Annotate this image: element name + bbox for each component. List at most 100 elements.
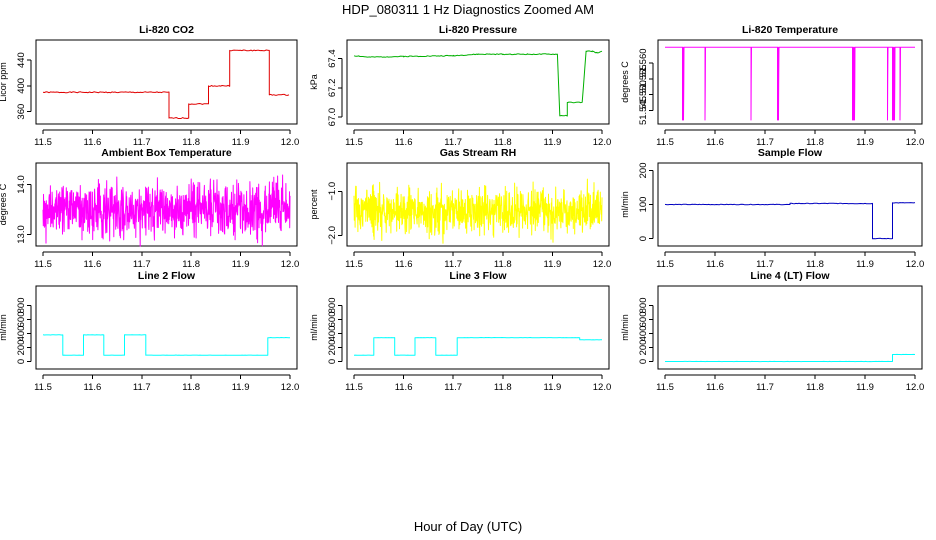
panel-sample-flow-title: Sample Flow [758, 147, 823, 159]
panel-line-4-lt-flow-series-line [665, 353, 916, 363]
panel-gas-stream-rh-y-axis-label: percent [309, 189, 319, 220]
panel-ambient-box-temperature-y-tick-label: 14.0 [16, 175, 27, 194]
panel-ambient-box-temperature-x-tick-label: 11.6 [84, 259, 102, 270]
panel-line-3-flow-x-tick-label: 11.9 [544, 382, 562, 393]
panel-line-3-flow-y-axis-label: ml/min [309, 314, 319, 341]
panel-li-820-temperature-x-tick-label: 11.7 [756, 137, 774, 148]
panel-line-2-flow-plot-box [35, 285, 298, 370]
panel-line-2-flow-series-line [42, 334, 290, 356]
panel-line-2-flow-x-tick-label: 11.6 [84, 382, 102, 393]
panel-ambient-box-temperature-x-tick-label: 11.7 [133, 259, 151, 270]
panel-line-4-lt-flow-y-axis-label: ml/min [620, 314, 630, 341]
panel-li-820-pressure-y-tick-label: 67.0 [327, 108, 338, 127]
panel-li-820-temperature-y-tick-label: 51.550 [638, 80, 649, 109]
panel-li-820-co2: Li-820 CO2 11.5 11.6 11.7 11.8 11.9 12.0 360 400… [0, 24, 299, 148]
panel-li-820-co2-y-tick-label: 440 [16, 52, 27, 68]
panel-li-820-temperature-x-tick-label: 11.6 [706, 137, 724, 148]
panel-li-820-temperature-y-tick-label: 51.560 [638, 48, 649, 77]
panel-line-4-lt-flow-x-tick-label: 11.7 [756, 382, 774, 393]
panel-li-820-pressure-title: Li-820 Pressure [439, 24, 517, 36]
panel-line-4-lt-flow: Line 4 (LT) Flow 11.5 11.6 11.7 11.8 11.9 12.0… [620, 270, 924, 393]
panel-line-2-flow-y-tick-label: 200 [16, 340, 27, 356]
panel-ambient-box-temperature-x-tick-label: 11.5 [34, 259, 52, 270]
panel-line-3-flow-y-tick-label: 0 [327, 359, 338, 364]
panel-li-820-pressure-series-line [353, 50, 603, 117]
panel-li-820-temperature-y-tick-label: 51.555 [638, 64, 649, 93]
panel-li-820-co2-x-tick-label: 11.6 [84, 137, 102, 148]
panel-sample-flow-x-tick-label: 11.7 [756, 259, 774, 270]
panel-li-820-temperature-x-tick-label: 11.5 [656, 137, 674, 148]
panel-li-820-pressure-x-tick-label: 12.0 [593, 137, 612, 148]
panel-ambient-box-temperature-series-line [42, 174, 291, 247]
panel-gas-stream-rh-title: Gas Stream RH [440, 147, 516, 159]
panel-li-820-temperature-series-line [665, 46, 915, 121]
panel-li-820-pressure-x-tick-label: 11.7 [444, 137, 462, 148]
panel-li-820-co2-plot-box [35, 39, 298, 125]
panel-sample-flow-x-tick-label: 11.6 [706, 259, 724, 270]
panel-line-3-flow: Line 3 Flow 11.5 11.6 11.7 11.8 11.9 12.0 0 2004… [309, 270, 611, 393]
panel-gas-stream-rh-x-tick-label: 11.7 [444, 259, 462, 270]
panel-sample-flow-x-tick-label: 11.8 [806, 259, 824, 270]
panel-ambient-box-temperature-x-tick-label: 11.9 [232, 259, 250, 270]
panel-line-2-flow-x-tick-label: 11.5 [34, 382, 52, 393]
panel-li-820-co2-x-tick-label: 11.8 [182, 137, 200, 148]
panel-line-2-flow-y-tick-label: 800 [16, 297, 27, 313]
panel-line-2-flow-y-tick-label: 400 [16, 326, 27, 342]
figure-x-axis-label: Hour of Day (UTC) [414, 519, 522, 534]
panel-li-820-temperature-title: Li-820 Temperature [742, 24, 838, 36]
panel-li-820-pressure-x-tick-label: 11.6 [395, 137, 413, 148]
panel-line-2-flow-y-tick-label: 0 [16, 359, 27, 364]
panel-gas-stream-rh-plot-box [346, 162, 610, 247]
panel-line-4-lt-flow-y-tick-label: 200 [638, 340, 649, 356]
panel-line-4-lt-flow-plot-box [657, 285, 923, 370]
panel-gas-stream-rh-series-line [353, 178, 603, 244]
panel-li-820-pressure-x-tick-label: 11.5 [345, 137, 363, 148]
panel-li-820-co2-x-tick-label: 11.7 [133, 137, 151, 148]
panel-line-4-lt-flow-x-tick-label: 12.0 [906, 382, 925, 393]
panel-li-820-pressure-x-tick-label: 11.9 [544, 137, 562, 148]
panel-line-4-lt-flow-title: Line 4 (LT) Flow [750, 270, 830, 282]
panel-li-820-temperature-x-tick-label: 11.9 [856, 137, 874, 148]
panel-sample-flow-y-tick-label: 0 [638, 236, 649, 241]
panel-line-3-flow-x-tick-label: 11.5 [345, 382, 363, 393]
figure-title: HDP_080311 1 Hz Diagnostics Zoomed AM [342, 2, 594, 17]
panel-grid: Li-820 CO2 11.5 11.6 11.7 11.8 11.9 12.0 360 400… [0, 24, 924, 393]
panel-li-820-temperature-plot-box [657, 39, 923, 125]
panel-ambient-box-temperature-y-axis-label: degrees C [0, 183, 8, 225]
panel-line-2-flow: Line 2 Flow 11.5 11.6 11.7 11.8 11.9 12.0 0 2004… [0, 270, 299, 393]
panel-line-4-lt-flow-x-tick-label: 11.8 [806, 382, 824, 393]
panel-ambient-box-temperature-plot-box [35, 162, 298, 247]
panel-ambient-box-temperature-x-tick-label: 11.8 [182, 259, 200, 270]
panel-gas-stream-rh-x-tick-label: 11.9 [544, 259, 562, 270]
panel-gas-stream-rh: Gas Stream RH 11.5 11.6 11.7 11.8 11.9 12.0 −2.… [309, 147, 611, 270]
panel-line-4-lt-flow-x-tick-label: 11.6 [706, 382, 724, 393]
panel-li-820-co2-y-tick-label: 360 [16, 104, 27, 120]
panel-line-3-flow-x-tick-label: 11.8 [494, 382, 512, 393]
panel-li-820-co2-series-line [42, 49, 290, 119]
panel-line-3-flow-x-tick-label: 12.0 [593, 382, 612, 393]
panel-line-4-lt-flow-y-tick-label: 0 [638, 359, 649, 364]
panel-li-820-pressure: Li-820 Pressure 11.5 11.6 11.7 11.8 11.9 12.0 6… [309, 24, 611, 148]
panel-line-4-lt-flow-y-tick-label: 400 [638, 326, 649, 342]
panel-line-4-lt-flow-x-tick-label: 11.5 [656, 382, 674, 393]
panel-line-4-lt-flow-y-tick-label: 800 [638, 297, 649, 313]
panel-sample-flow-y-tick-label: 100 [638, 197, 649, 213]
panel-gas-stream-rh-y-tick-label: −2.0 [327, 226, 338, 245]
panel-gas-stream-rh-x-tick-label: 11.8 [494, 259, 512, 270]
panel-line-4-lt-flow-y-tick-label: 600 [638, 312, 649, 328]
panel-line-3-flow-y-tick-label: 200 [327, 340, 338, 356]
panel-line-3-flow-series-line [353, 337, 602, 356]
panel-line-3-flow-y-tick-label: 800 [327, 297, 338, 313]
panel-li-820-co2-y-axis-label: Licor ppm [0, 62, 8, 102]
panel-line-3-flow-y-tick-label: 400 [327, 326, 338, 342]
panel-li-820-pressure-y-tick-label: 67.2 [327, 79, 338, 98]
panel-line-3-flow-x-tick-label: 11.7 [444, 382, 462, 393]
panel-li-820-temperature: Li-820 Temperature 11.5 11.6 11.7 11.8 11.9 12… [620, 24, 924, 148]
panel-sample-flow-y-tick-label: 200 [638, 162, 649, 178]
panel-line-2-flow-x-tick-label: 11.8 [182, 382, 200, 393]
panel-gas-stream-rh-y-tick-label: −1.0 [327, 182, 338, 201]
panel-sample-flow-x-tick-label: 11.9 [856, 259, 874, 270]
panel-li-820-co2-x-tick-label: 11.5 [34, 137, 52, 148]
panel-li-820-temperature-y-tick-label: 51.545 [638, 96, 649, 125]
